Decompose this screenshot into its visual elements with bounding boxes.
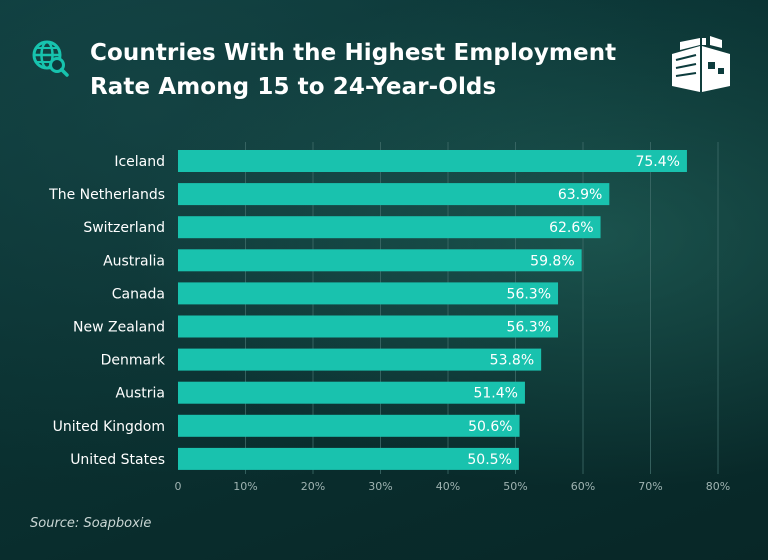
category-label: Switzerland [83,220,165,236]
x-tick-label: 30% [368,480,392,493]
bar [178,348,542,371]
value-label: 51.4% [473,386,517,402]
category-label: Austria [116,386,165,402]
bar [178,183,610,206]
value-label: 75.4% [635,154,679,170]
chart-title: Countries With the Highest Employment Ra… [90,40,617,100]
category-label: Denmark [101,353,166,369]
x-tick-label: 60% [571,480,595,493]
source-note: Source: Soapboxie [30,516,152,531]
x-tick-label: 20% [301,480,325,493]
bar [178,414,520,437]
bar [178,216,601,239]
x-tick-label: 70% [638,480,662,493]
category-label: Iceland [114,154,165,170]
value-label: 63.9% [558,187,602,203]
value-label: 53.8% [490,353,534,369]
value-label: 62.6% [549,220,593,236]
value-label: 56.3% [507,320,551,336]
x-tick-label: 10% [233,480,257,493]
bar [178,381,525,404]
category-label: United Kingdom [53,419,165,435]
value-label: 56.3% [507,286,551,302]
x-tick-label: 40% [436,480,460,493]
bar [178,249,582,272]
category-label: Australia [103,253,165,269]
bar [178,282,559,305]
globe-search-icon [32,40,69,77]
category-label: The Netherlands [48,187,165,203]
soapboxie-logo-icon [672,36,730,92]
category-label: Canada [112,286,165,302]
value-label: 59.8% [530,253,574,269]
bar [178,447,519,470]
value-label: 50.6% [468,419,512,435]
category-label: United States [70,452,165,468]
value-label: 50.5% [467,452,511,468]
x-tick-label: 0 [175,480,182,493]
bar [178,315,559,338]
x-tick-label: 80% [706,480,730,493]
category-label: New Zealand [73,320,165,336]
x-tick-label: 50% [503,480,527,493]
bar [178,150,687,172]
